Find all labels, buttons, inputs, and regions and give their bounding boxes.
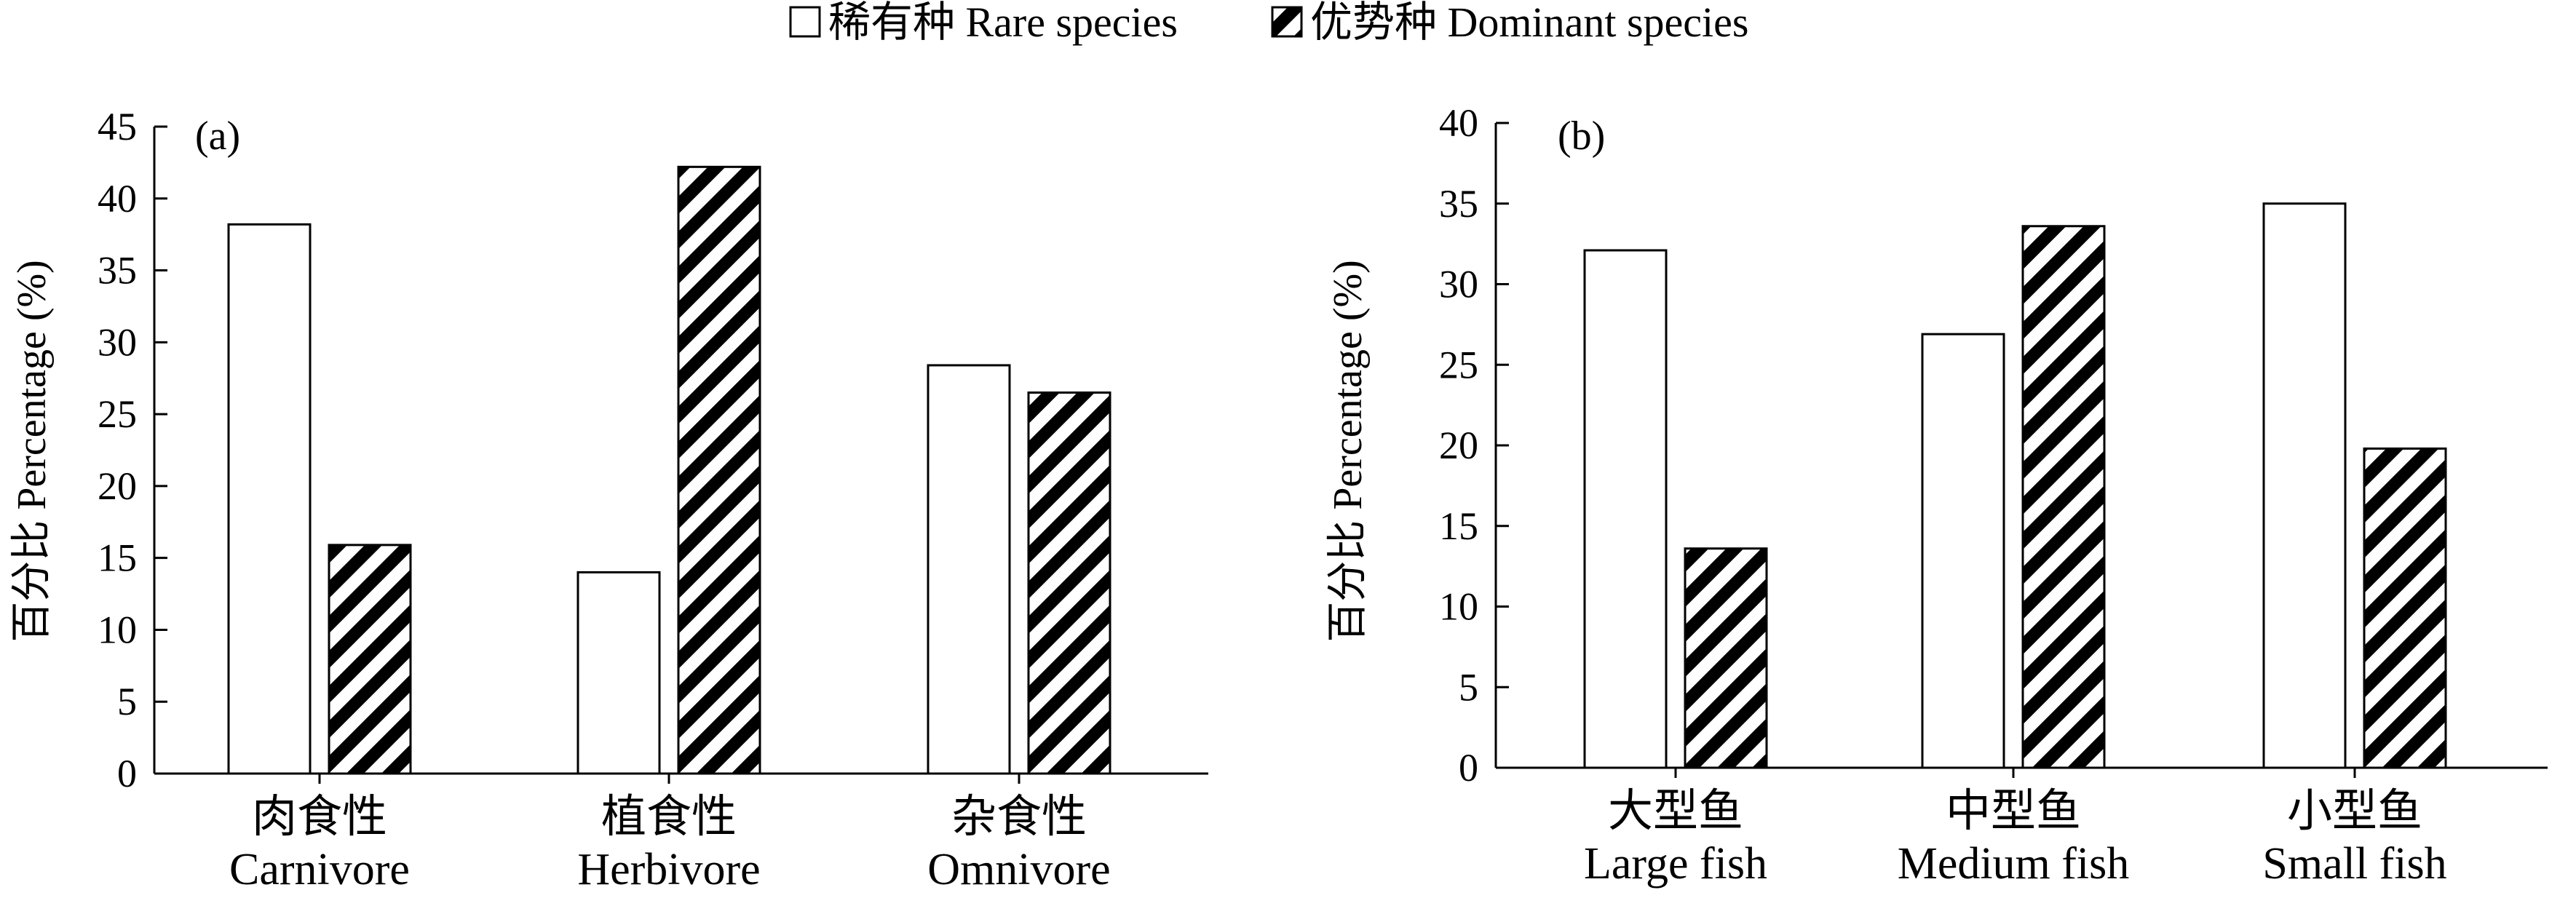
x-tick-label-cn-a-2: 杂食性: [951, 792, 1087, 842]
x-tick-label-cn-b-1: 中型鱼: [1946, 787, 2081, 836]
y-tick-label-a: 35: [98, 249, 137, 293]
x-tick-label-cn-b-2: 小型鱼: [2287, 787, 2422, 836]
bar-rare-b-1: [1921, 333, 2005, 769]
y-tick-label-b: 30: [1439, 263, 1478, 306]
svg-text:百分比 Percentage (%): 百分比 Percentage (%): [9, 260, 55, 643]
chart-panel-b: 百分比 Percentage (%) (b) 0510152025303540 …: [1325, 101, 2548, 889]
y-tick-label-b: 0: [1459, 746, 1478, 790]
bar-rare-b-2: [2262, 202, 2347, 769]
x-tick-label-cn-b-0: 大型鱼: [1608, 787, 1743, 836]
y-tick-label-b: 35: [1439, 182, 1478, 226]
x-tick-label-en-b-2: Small fish: [2262, 839, 2446, 889]
bar-rare-a-2: [927, 364, 1011, 775]
y-tick-label-b: 20: [1439, 424, 1478, 467]
x-tick-label-en-a-0: Carnivore: [229, 845, 410, 894]
y-tick-label-a: 10: [98, 608, 137, 651]
legend-swatch-rare: [789, 6, 821, 38]
y-tick-label-a: 15: [98, 536, 137, 580]
y-tick-label-a: 45: [98, 105, 137, 148]
x-tick-label-en-a-2: Omnivore: [927, 845, 1110, 894]
x-tick-label-cn-a-1: 植食性: [601, 792, 737, 842]
bar-dominant-a-2: [1027, 391, 1111, 775]
bar-rare-a-1: [576, 571, 661, 775]
y-tick-label-a: 0: [117, 752, 137, 795]
y-tick-label-a: 20: [98, 464, 137, 508]
y-tick-label-a: 40: [98, 177, 137, 220]
bar-dominant-b-2: [2363, 447, 2447, 769]
bar-rare-b-0: [1583, 249, 1668, 769]
x-tick-label-en-b-1: Medium fish: [1898, 839, 2130, 889]
y-tick-label-a: 5: [117, 680, 137, 723]
x-tick-label-en-a-1: Herbivore: [577, 845, 760, 894]
bar-dominant-a-0: [328, 544, 412, 775]
y-tick-label-a: 30: [98, 320, 137, 364]
chart-panel-a: 百分比 Percentage (%) (a) 0 5 10 15 20 25 30 35 40 4…: [9, 105, 1208, 894]
y-axis-title-a: 百分比 Percentage (%): [9, 260, 55, 643]
y-tick-label-b: 15: [1439, 504, 1478, 548]
legend: 稀有种 Rare species 优势种 Dominant species: [789, 0, 1748, 46]
x-tick-label-en-b-0: Large fish: [1584, 839, 1767, 889]
y-tick-label-b: 40: [1439, 101, 1478, 145]
y-tick-label-b: 25: [1439, 343, 1478, 386]
svg-text:百分比 Percentage (%): 百分比 Percentage (%): [1325, 260, 1371, 643]
y-axis-title-b: 百分比 Percentage (%): [1325, 260, 1371, 643]
legend-label-dominant: 优势种 Dominant species: [1310, 0, 1748, 46]
bar-dominant-a-1: [677, 165, 761, 775]
y-tick-label-b: 5: [1459, 665, 1478, 709]
y-tick-label-a: 25: [98, 392, 137, 436]
legend-swatch-dominant: [1271, 6, 1303, 38]
panel-label-a: (a): [195, 114, 240, 159]
bar-dominant-b-0: [1684, 547, 1768, 769]
legend-label-rare: 稀有种 Rare species: [828, 0, 1178, 46]
x-tick-label-cn-a-0: 肉食性: [252, 792, 387, 842]
bar-rare-a-0: [227, 223, 312, 775]
y-tick-label-b: 10: [1439, 585, 1478, 629]
panel-label-b: (b): [1558, 114, 1605, 159]
bar-dominant-b-1: [2021, 225, 2106, 769]
